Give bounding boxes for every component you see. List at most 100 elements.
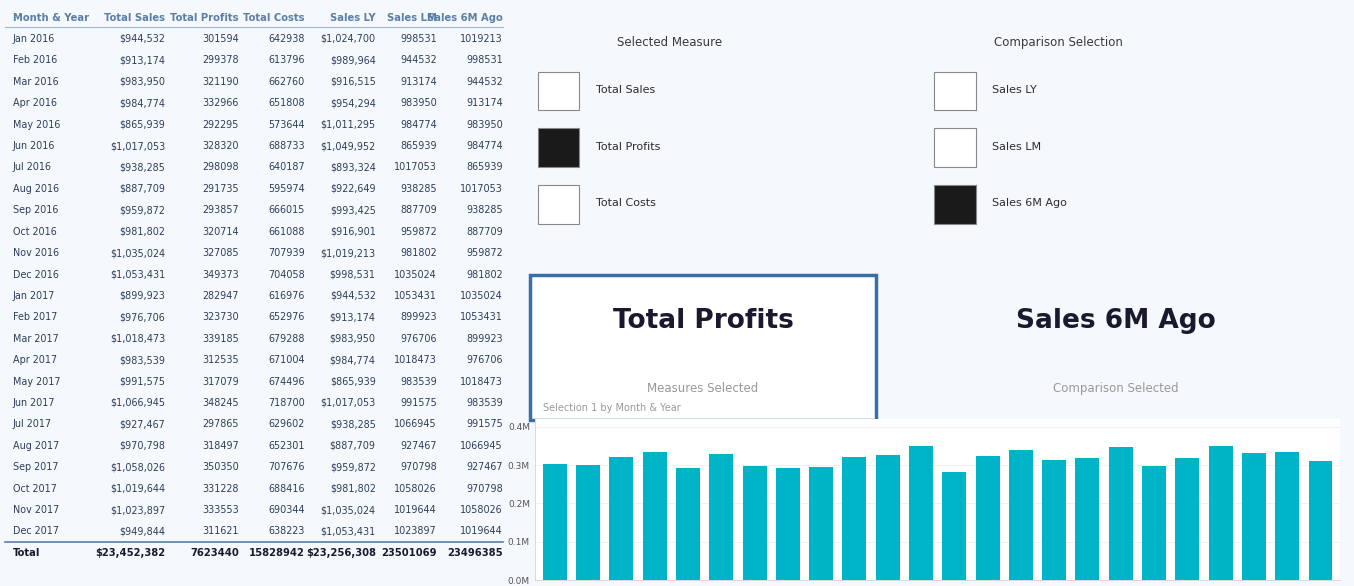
- Text: 1023897: 1023897: [394, 526, 437, 536]
- Text: 991575: 991575: [466, 420, 502, 430]
- Text: 331228: 331228: [202, 483, 238, 493]
- Text: 652301: 652301: [268, 441, 305, 451]
- Text: Sales LM: Sales LM: [992, 141, 1041, 152]
- Text: 887709: 887709: [466, 227, 502, 237]
- Text: 688733: 688733: [268, 141, 305, 151]
- Bar: [1209, 446, 1232, 580]
- Text: 944532: 944532: [399, 56, 437, 66]
- Text: $970,798: $970,798: [119, 441, 165, 451]
- Text: 981802: 981802: [466, 270, 502, 280]
- Text: Total Costs: Total Costs: [244, 12, 305, 23]
- Text: Selection 1 by Month & Year: Selection 1 by Month & Year: [543, 403, 681, 413]
- Text: $1,019,644: $1,019,644: [110, 483, 165, 493]
- Text: Total Profits: Total Profits: [612, 308, 793, 334]
- Text: Sales 6M Ago: Sales 6M Ago: [1016, 308, 1216, 334]
- Text: $944,532: $944,532: [330, 291, 376, 301]
- Text: 959872: 959872: [399, 227, 437, 237]
- Bar: [776, 468, 800, 580]
- Text: 1017053: 1017053: [394, 162, 437, 172]
- Text: $991,575: $991,575: [119, 377, 165, 387]
- Text: $1,053,431: $1,053,431: [110, 270, 165, 280]
- Text: 666015: 666015: [268, 205, 305, 215]
- Text: 679288: 679288: [268, 334, 305, 344]
- Bar: [609, 457, 634, 580]
- Text: 332966: 332966: [202, 98, 238, 108]
- Text: Month & Year: Month & Year: [12, 12, 89, 23]
- Text: $989,964: $989,964: [330, 56, 376, 66]
- Text: 1058026: 1058026: [460, 505, 502, 515]
- FancyBboxPatch shape: [934, 185, 975, 224]
- Text: 1058026: 1058026: [394, 483, 437, 493]
- Text: 688416: 688416: [268, 483, 305, 493]
- FancyBboxPatch shape: [538, 71, 580, 110]
- Bar: [676, 468, 700, 580]
- Text: Oct 2017: Oct 2017: [12, 483, 57, 493]
- Text: 320714: 320714: [202, 227, 238, 237]
- Text: May 2016: May 2016: [12, 120, 60, 130]
- Text: 970798: 970798: [399, 462, 437, 472]
- Text: 1066945: 1066945: [460, 441, 502, 451]
- Text: 927467: 927467: [401, 441, 437, 451]
- Text: $1,017,053: $1,017,053: [321, 398, 376, 408]
- Text: 638223: 638223: [268, 526, 305, 536]
- Text: 349373: 349373: [202, 270, 238, 280]
- Text: 282947: 282947: [202, 291, 238, 301]
- Bar: [942, 472, 967, 580]
- Text: $865,939: $865,939: [330, 377, 376, 387]
- Text: 640187: 640187: [268, 162, 305, 172]
- Text: $23,452,382: $23,452,382: [95, 548, 165, 558]
- Text: $23,256,308: $23,256,308: [306, 548, 376, 558]
- Text: Selected Measure: Selected Measure: [617, 36, 723, 49]
- FancyBboxPatch shape: [529, 275, 876, 420]
- Text: $913,174: $913,174: [330, 312, 376, 322]
- Text: Sep 2017: Sep 2017: [12, 462, 58, 472]
- Text: $1,019,213: $1,019,213: [321, 248, 376, 258]
- Text: 573644: 573644: [268, 120, 305, 130]
- Text: 312535: 312535: [202, 355, 238, 365]
- Text: $938,285: $938,285: [330, 420, 376, 430]
- Text: Feb 2017: Feb 2017: [12, 312, 57, 322]
- Text: 339185: 339185: [202, 334, 238, 344]
- Text: 1017053: 1017053: [460, 184, 502, 194]
- Text: 927467: 927467: [466, 462, 502, 472]
- Bar: [1242, 453, 1266, 580]
- Text: 983950: 983950: [466, 120, 502, 130]
- Text: $984,774: $984,774: [330, 355, 376, 365]
- Bar: [842, 457, 867, 580]
- Text: 661088: 661088: [268, 227, 305, 237]
- Text: 938285: 938285: [399, 184, 437, 194]
- Text: $983,950: $983,950: [330, 334, 376, 344]
- Text: 662760: 662760: [268, 77, 305, 87]
- Text: 1019644: 1019644: [460, 526, 502, 536]
- Text: 311621: 311621: [202, 526, 238, 536]
- Text: 1018473: 1018473: [460, 377, 502, 387]
- Text: 690344: 690344: [268, 505, 305, 515]
- Text: 865939: 865939: [399, 141, 437, 151]
- Text: 984774: 984774: [399, 120, 437, 130]
- FancyBboxPatch shape: [538, 185, 580, 224]
- Text: $927,467: $927,467: [119, 420, 165, 430]
- Bar: [1141, 466, 1166, 580]
- Text: $984,774: $984,774: [119, 98, 165, 108]
- Text: 998531: 998531: [399, 34, 437, 44]
- Text: 595974: 595974: [268, 184, 305, 194]
- Text: $981,802: $981,802: [330, 483, 376, 493]
- Text: $1,023,897: $1,023,897: [110, 505, 165, 515]
- Text: $887,709: $887,709: [119, 184, 165, 194]
- Text: 1053431: 1053431: [460, 312, 502, 322]
- Text: $959,872: $959,872: [330, 462, 376, 472]
- Text: Sales LY: Sales LY: [992, 85, 1037, 95]
- Text: Mar 2017: Mar 2017: [12, 334, 58, 344]
- Text: Dec 2017: Dec 2017: [12, 526, 58, 536]
- Text: Jan 2016: Jan 2016: [12, 34, 56, 44]
- Text: $1,053,431: $1,053,431: [321, 526, 376, 536]
- Text: Jul 2017: Jul 2017: [12, 420, 51, 430]
- Text: $1,058,026: $1,058,026: [110, 462, 165, 472]
- Text: $993,425: $993,425: [330, 205, 376, 215]
- Text: 301594: 301594: [202, 34, 238, 44]
- Text: $954,294: $954,294: [330, 98, 376, 108]
- Text: Total Costs: Total Costs: [596, 198, 655, 208]
- Text: Sales LM: Sales LM: [387, 12, 437, 23]
- Text: 991575: 991575: [399, 398, 437, 408]
- Bar: [1275, 452, 1300, 580]
